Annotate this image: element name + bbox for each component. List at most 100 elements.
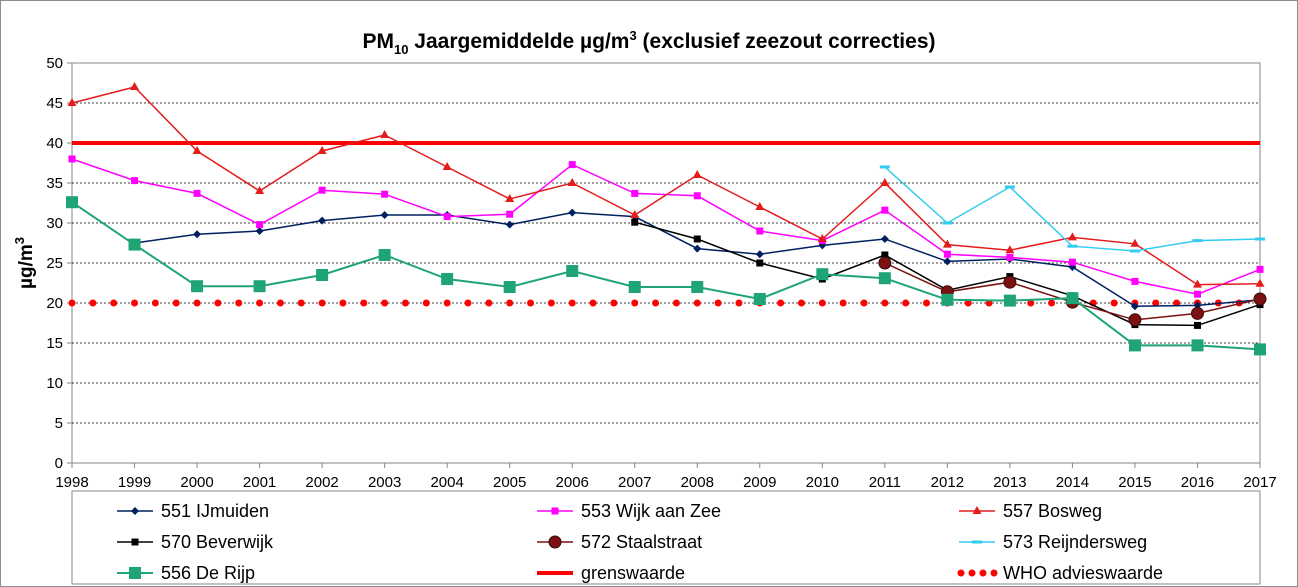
who-advieswaarde-dot [235, 299, 243, 307]
y-tick-label: 10 [46, 375, 63, 392]
data-point-557-bosweg [442, 162, 452, 170]
y-tick-label: 25 [46, 255, 63, 272]
legend-swatch-dot [979, 569, 987, 577]
data-point-573-reijndersweg [1129, 249, 1140, 253]
legend-item-551-ijmuiden: 551 IJmuiden [117, 501, 269, 521]
legend-item-who-advieswaarde: WHO advieswaarde [957, 563, 1163, 583]
legend-swatch-marker [129, 567, 141, 579]
legend-label: 570 Beverwijk [161, 532, 274, 552]
data-point-553-wijk-aan-zee [381, 190, 389, 198]
x-tick-label: 2005 [493, 474, 526, 491]
data-point-551-ijmuiden [943, 257, 952, 266]
data-point-570-beverwijk [881, 251, 889, 259]
data-point-557-bosweg [317, 146, 327, 154]
who-advieswaarde-dot [568, 299, 576, 307]
data-point-551-ijmuiden [505, 220, 514, 229]
legend-label: 573 Reijndersweg [1003, 532, 1147, 552]
data-point-556-de-rijp [753, 293, 766, 305]
legend-swatch-marker [131, 538, 139, 546]
y-tick-label: 30 [46, 215, 63, 232]
who-advieswaarde-dot [256, 299, 264, 307]
data-point-553-wijk-aan-zee [193, 189, 201, 197]
who-advieswaarde-dot [1110, 299, 1118, 307]
data-point-557-bosweg [692, 170, 702, 178]
data-point-557-bosweg [130, 82, 140, 90]
x-tick-label: 2006 [556, 474, 589, 491]
x-tick-label: 2009 [743, 474, 776, 491]
data-point-572-staalstraat [1190, 306, 1204, 320]
x-tick-label: 1998 [55, 474, 88, 491]
data-point-573-reijndersweg [1192, 239, 1203, 243]
data-point-553-wijk-aan-zee [68, 155, 76, 163]
data-point-551-ijmuiden [1130, 302, 1139, 311]
who-advieswaarde-dot [68, 299, 76, 307]
x-tick-label: 2010 [806, 474, 839, 491]
who-advieswaarde-dot [860, 299, 868, 307]
x-tick-label: 2011 [869, 474, 901, 491]
legend-item-grenswaarde: grenswaarde [537, 563, 685, 583]
data-point-556-de-rijp [378, 249, 391, 261]
who-advieswaarde-dot [735, 299, 743, 307]
y-tick-label: 40 [46, 135, 63, 152]
data-point-556-de-rijp [816, 268, 829, 281]
data-point-556-de-rijp [66, 196, 78, 209]
data-point-570-beverwijk [693, 235, 701, 243]
data-point-556-de-rijp [941, 293, 954, 306]
data-point-557-bosweg [942, 239, 952, 248]
data-point-553-wijk-aan-zee [943, 250, 951, 258]
data-point-553-wijk-aan-zee [1193, 290, 1201, 298]
legend-item-556-de-rijp: 556 De Rijp [117, 563, 255, 583]
series-557-bosweg [67, 82, 1265, 288]
data-point-572-staalstraat [1003, 275, 1017, 289]
data-point-553-wijk-aan-zee [881, 206, 889, 214]
x-tick-label: 2007 [618, 474, 651, 491]
x-tick-label: 1999 [118, 474, 151, 491]
data-point-553-wijk-aan-zee [1131, 277, 1139, 285]
data-point-556-de-rijp [566, 265, 579, 277]
who-advieswaarde-dot [547, 299, 555, 307]
who-advieswaarde-dot [131, 299, 139, 307]
data-point-556-de-rijp [628, 281, 641, 293]
data-point-553-wijk-aan-zee [443, 213, 451, 221]
plot-area: 0 5 10 15 20 25 30 35 40 45 50 1998 1999 2000 2001 2002… [46, 55, 1276, 491]
data-point-551-ijmuiden [755, 250, 764, 259]
legend-label: 572 Staalstraat [581, 532, 702, 552]
legend-label: 551 IJmuiden [161, 501, 269, 521]
legend-swatch-marker [131, 507, 139, 515]
who-advieswaarde-dot [443, 299, 451, 307]
who-advieswaarde-dot [714, 299, 722, 307]
data-point-570-beverwijk [756, 259, 764, 267]
who-advieswaarde-dot [902, 299, 910, 307]
data-point-556-de-rijp [1128, 339, 1141, 352]
data-point-551-ijmuiden [693, 244, 702, 253]
legend-swatch-dot [968, 569, 976, 577]
who-advieswaarde-dot [777, 299, 785, 307]
who-advieswaarde-dot [818, 299, 826, 307]
data-point-556-de-rijp [441, 273, 454, 285]
legend-box [71, 490, 1261, 585]
data-point-556-de-rijp [1066, 292, 1079, 305]
who-advieswaarde-dot [506, 299, 514, 307]
legend-swatch-marker [972, 506, 982, 514]
data-point-557-bosweg [1067, 232, 1077, 241]
data-point-551-ijmuiden [568, 208, 577, 217]
data-point-556-de-rijp [191, 280, 204, 293]
x-tick-label: 2002 [305, 474, 338, 491]
data-point-556-de-rijp [1254, 343, 1266, 356]
data-point-553-wijk-aan-zee [568, 161, 576, 169]
data-point-556-de-rijp [128, 238, 141, 251]
who-advieswaarde-dot [610, 299, 618, 307]
data-point-573-reijndersweg [942, 221, 953, 225]
data-point-572-staalstraat [878, 256, 892, 270]
data-point-556-de-rijp [253, 280, 266, 293]
who-advieswaarde-dot [881, 299, 889, 307]
y-tick-label: 15 [46, 335, 63, 352]
who-advieswaarde-dot [527, 299, 535, 307]
legend-item-570-beverwijk: 570 Beverwijk [117, 532, 274, 552]
who-advieswaarde-dot [631, 299, 639, 307]
data-point-553-wijk-aan-zee [506, 210, 514, 218]
series-573-reijndersweg [879, 165, 1265, 253]
data-point-557-bosweg [67, 98, 77, 106]
data-point-556-de-rijp [316, 269, 329, 281]
y-tick-label: 50 [46, 55, 63, 72]
